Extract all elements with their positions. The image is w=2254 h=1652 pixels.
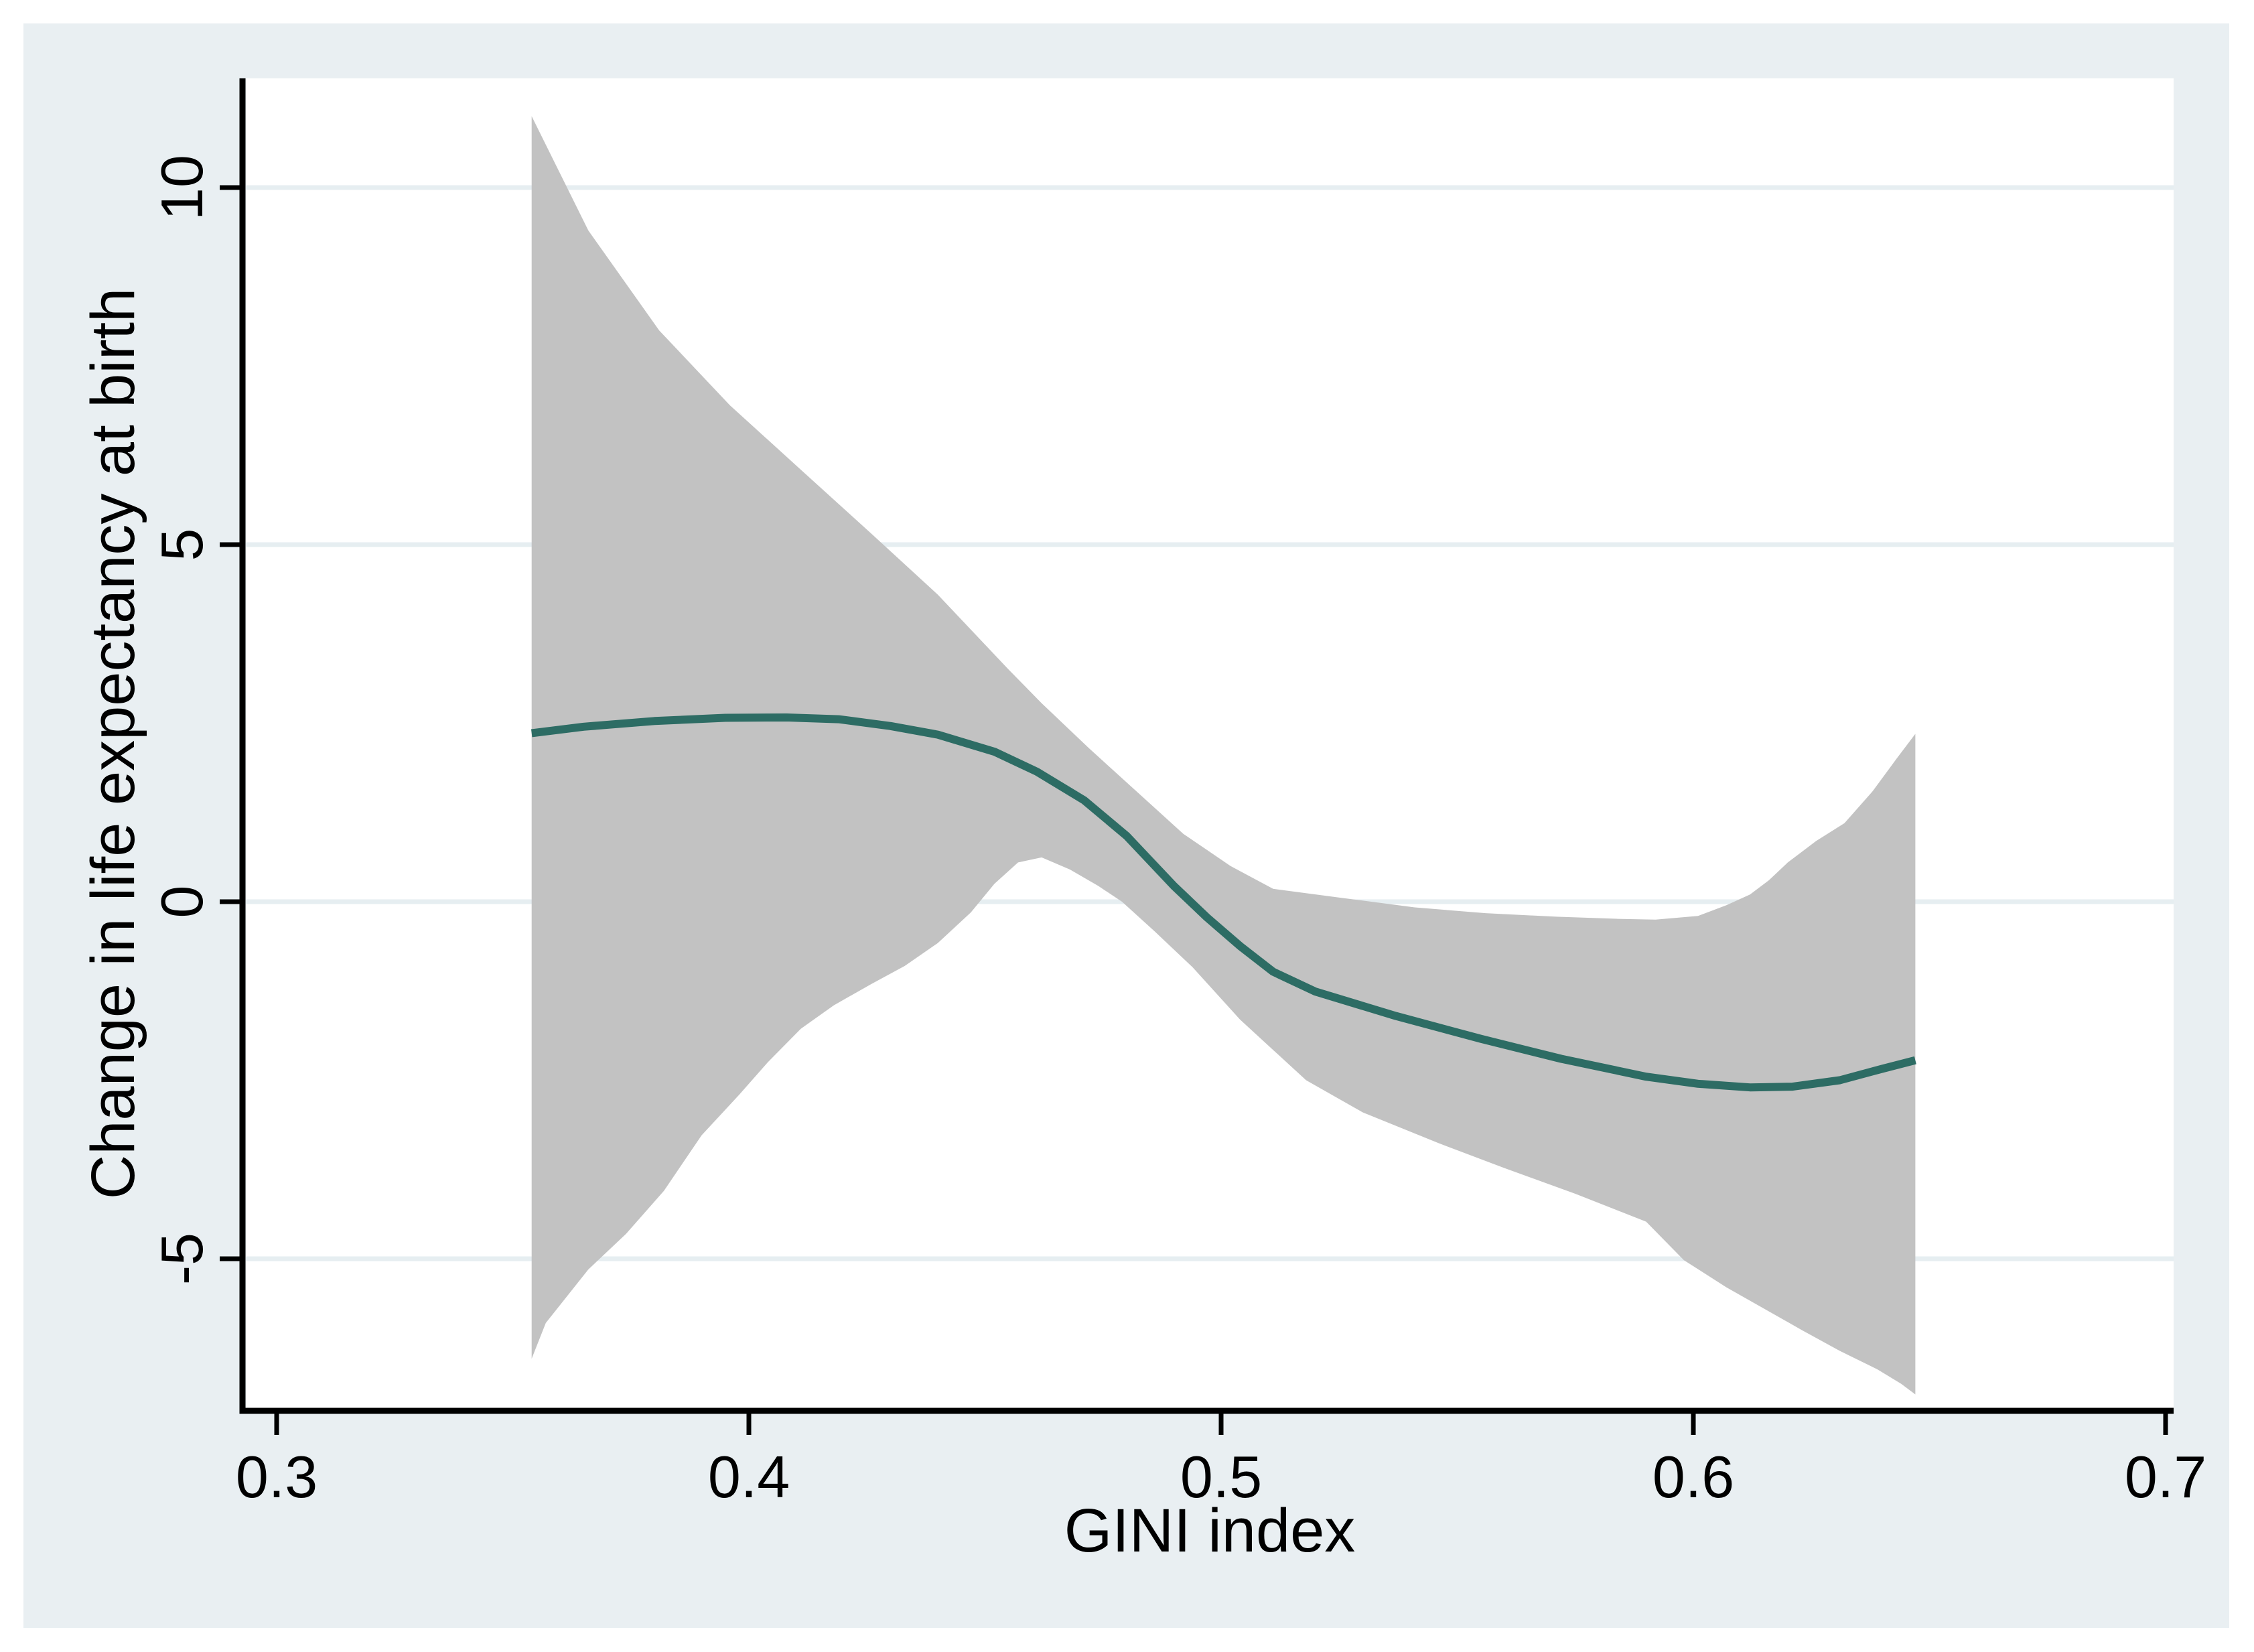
y-tick-label: 5: [149, 529, 215, 561]
y-axis-title: Change in life expectancy at birth: [79, 288, 147, 1199]
x-tick-label: 0.4: [708, 1444, 790, 1510]
x-tick-label: 0.3: [236, 1444, 318, 1510]
x-axis-title: GINI index: [1064, 1497, 1356, 1565]
y-tick-label: 10: [149, 155, 215, 220]
x-tick-label: 0.7: [2125, 1444, 2206, 1510]
lpoly-smooth-line: [531, 713, 1916, 1092]
x-tick-label: 0.5: [1180, 1444, 1262, 1510]
confidence-band: [531, 116, 1916, 1395]
y-tick-label: 0: [149, 886, 215, 918]
x-tick-label: 0.6: [1652, 1444, 1734, 1510]
y-tick-label: -5: [149, 1233, 215, 1285]
